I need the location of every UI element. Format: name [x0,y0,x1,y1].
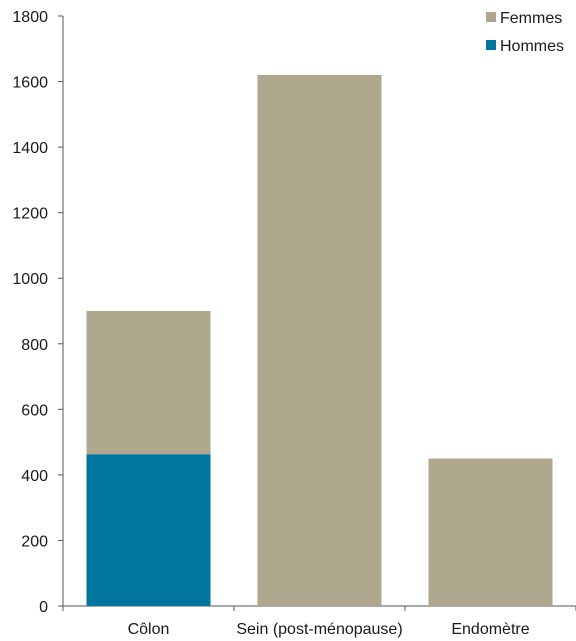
bar-hommes-colon [86,454,211,606]
bar-femmes-endometre [428,458,553,606]
y-tick-label: 1000 [12,271,48,288]
y-tick-label: 1600 [12,75,48,92]
chart-tick-labels: 0 200 400 600 800 1000 1200 1400 1600 1800 Côlon Se… [12,9,529,638]
y-tick-label: 200 [21,533,48,550]
chart-bars [86,75,553,606]
y-tick-label: 600 [21,402,48,419]
x-tick-label: Endomètre [451,621,529,638]
y-tick-label: 800 [21,337,48,354]
bar-femmes-colon [86,311,211,455]
legend-label: Hommes [500,38,564,55]
bar-femmes-sein-post-menopause [257,75,382,606]
legend-label: Femmes [500,10,562,27]
chart-legend: Femmes Hommes [486,10,564,55]
legend-item-hommes: Hommes [486,38,564,55]
legend-swatch [486,40,496,50]
x-tick-label: Côlon [128,621,170,638]
legend-item-femmes: Femmes [486,10,562,27]
y-tick-label: 1800 [12,9,48,26]
y-tick-label: 1200 [12,206,48,223]
x-tick-label: Sein (post-ménopause) [236,621,402,638]
y-tick-label: 1400 [12,140,48,157]
y-tick-label: 0 [39,599,48,616]
y-tick-label: 400 [21,468,48,485]
legend-swatch [486,12,496,22]
